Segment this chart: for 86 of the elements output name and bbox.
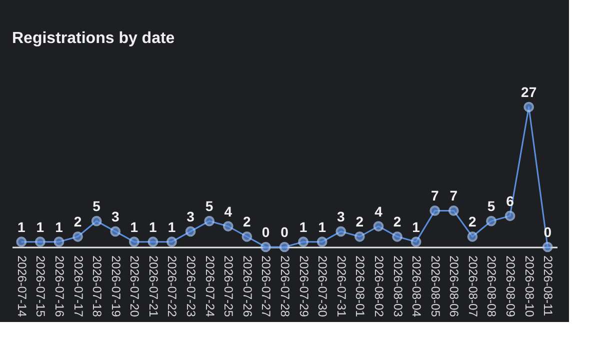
data-label: 7	[430, 188, 439, 204]
x-tick-label: 2026-07-24	[202, 256, 217, 318]
data-label: 2	[74, 214, 82, 230]
x-tick-label: 2026-07-26	[240, 256, 254, 318]
point	[128, 236, 140, 247]
point	[430, 206, 440, 216]
data-label: 1	[149, 218, 158, 235]
x-tick-label: 2026-07-22	[165, 256, 180, 318]
data-label: 3	[111, 208, 120, 224]
data-label: 1	[55, 218, 64, 235]
data-label: 1	[318, 218, 326, 235]
data-label: 1	[130, 218, 138, 235]
x-tick-label: 2026-07-23	[184, 256, 198, 318]
point	[298, 236, 308, 247]
x-tick-label: 2026-07-21	[146, 256, 160, 318]
data-label: 3	[186, 208, 195, 224]
data-label: 1	[36, 218, 44, 235]
point	[16, 236, 27, 247]
point	[222, 221, 234, 232]
x-tick-label: 2026-07-20	[128, 256, 142, 318]
point	[204, 216, 215, 226]
data-label: 4	[224, 203, 232, 220]
x-tick-label: 2026-07-31	[334, 256, 348, 318]
x-tick-label: 2026-08-03	[390, 256, 405, 318]
x-tick-label: 2026-08-09	[504, 256, 518, 318]
point	[524, 102, 534, 112]
x-tick-label: 2026-08-06	[447, 256, 462, 318]
data-label: 5	[487, 198, 496, 214]
point	[91, 216, 102, 226]
point	[54, 236, 64, 247]
x-tick-label: 2026-08-07	[466, 256, 480, 318]
point	[72, 231, 83, 242]
data-label: 0	[280, 224, 289, 240]
point	[279, 242, 290, 252]
data-label: 27	[521, 84, 537, 100]
point	[110, 226, 121, 237]
data-label: 2	[468, 214, 477, 230]
data-label: 2	[393, 214, 402, 230]
data-label: 4	[374, 203, 383, 220]
point	[486, 216, 496, 226]
data-label: 0	[262, 224, 270, 240]
data-label: 7	[450, 188, 458, 204]
x-tick-label: 2026-08-04	[410, 256, 424, 318]
x-tick-label: 2026-08-05	[428, 256, 442, 318]
x-tick-label: 2026-07-29	[296, 256, 311, 318]
point	[373, 221, 384, 232]
x-tick-label: 2026-07-25	[222, 256, 236, 318]
x-tick-label: 2026-07-30	[316, 256, 330, 318]
data-label: 1	[299, 218, 308, 235]
point	[35, 236, 46, 247]
x-tick-label: 2026-07-19	[108, 256, 123, 318]
x-tick-label: 2026-08-02	[372, 256, 386, 318]
point	[448, 206, 459, 216]
x-tick-label: 2026-07-27	[259, 256, 274, 318]
point	[316, 236, 328, 247]
point	[392, 231, 402, 242]
point	[185, 226, 196, 237]
point	[410, 236, 422, 247]
data-label: 5	[92, 198, 101, 214]
data-label: 1	[168, 218, 176, 235]
point	[260, 242, 271, 252]
x-tick-label: 2026-08-10	[522, 256, 536, 318]
data-label: 3	[336, 208, 345, 224]
point	[242, 231, 252, 242]
data-label: 1	[412, 218, 420, 235]
point	[467, 231, 478, 242]
data-label: 1	[18, 218, 26, 235]
x-tick-label: 2026-07-16	[52, 256, 66, 318]
data-label: 2	[356, 214, 364, 230]
x-tick-label: 2026-07-28	[278, 256, 292, 318]
chart-title: Registrations by date	[12, 30, 175, 47]
point	[354, 231, 365, 242]
x-tick-label: 2026-07-18	[90, 256, 104, 318]
x-tick-label: 2026-07-14	[14, 256, 29, 318]
point	[148, 236, 158, 247]
x-tick-label: 2026-08-11	[541, 256, 556, 316]
x-tick-label: 2026-07-17	[71, 256, 86, 318]
data-label: 2	[243, 214, 252, 230]
point	[166, 236, 177, 247]
point	[504, 210, 516, 222]
data-label: 5	[205, 198, 214, 214]
point	[336, 226, 346, 237]
point	[542, 242, 553, 252]
x-tick-label: 2026-08-01	[353, 256, 368, 318]
x-tick-label: 2026-08-08	[484, 256, 499, 318]
x-tick-label: 2026-07-15	[34, 256, 48, 318]
